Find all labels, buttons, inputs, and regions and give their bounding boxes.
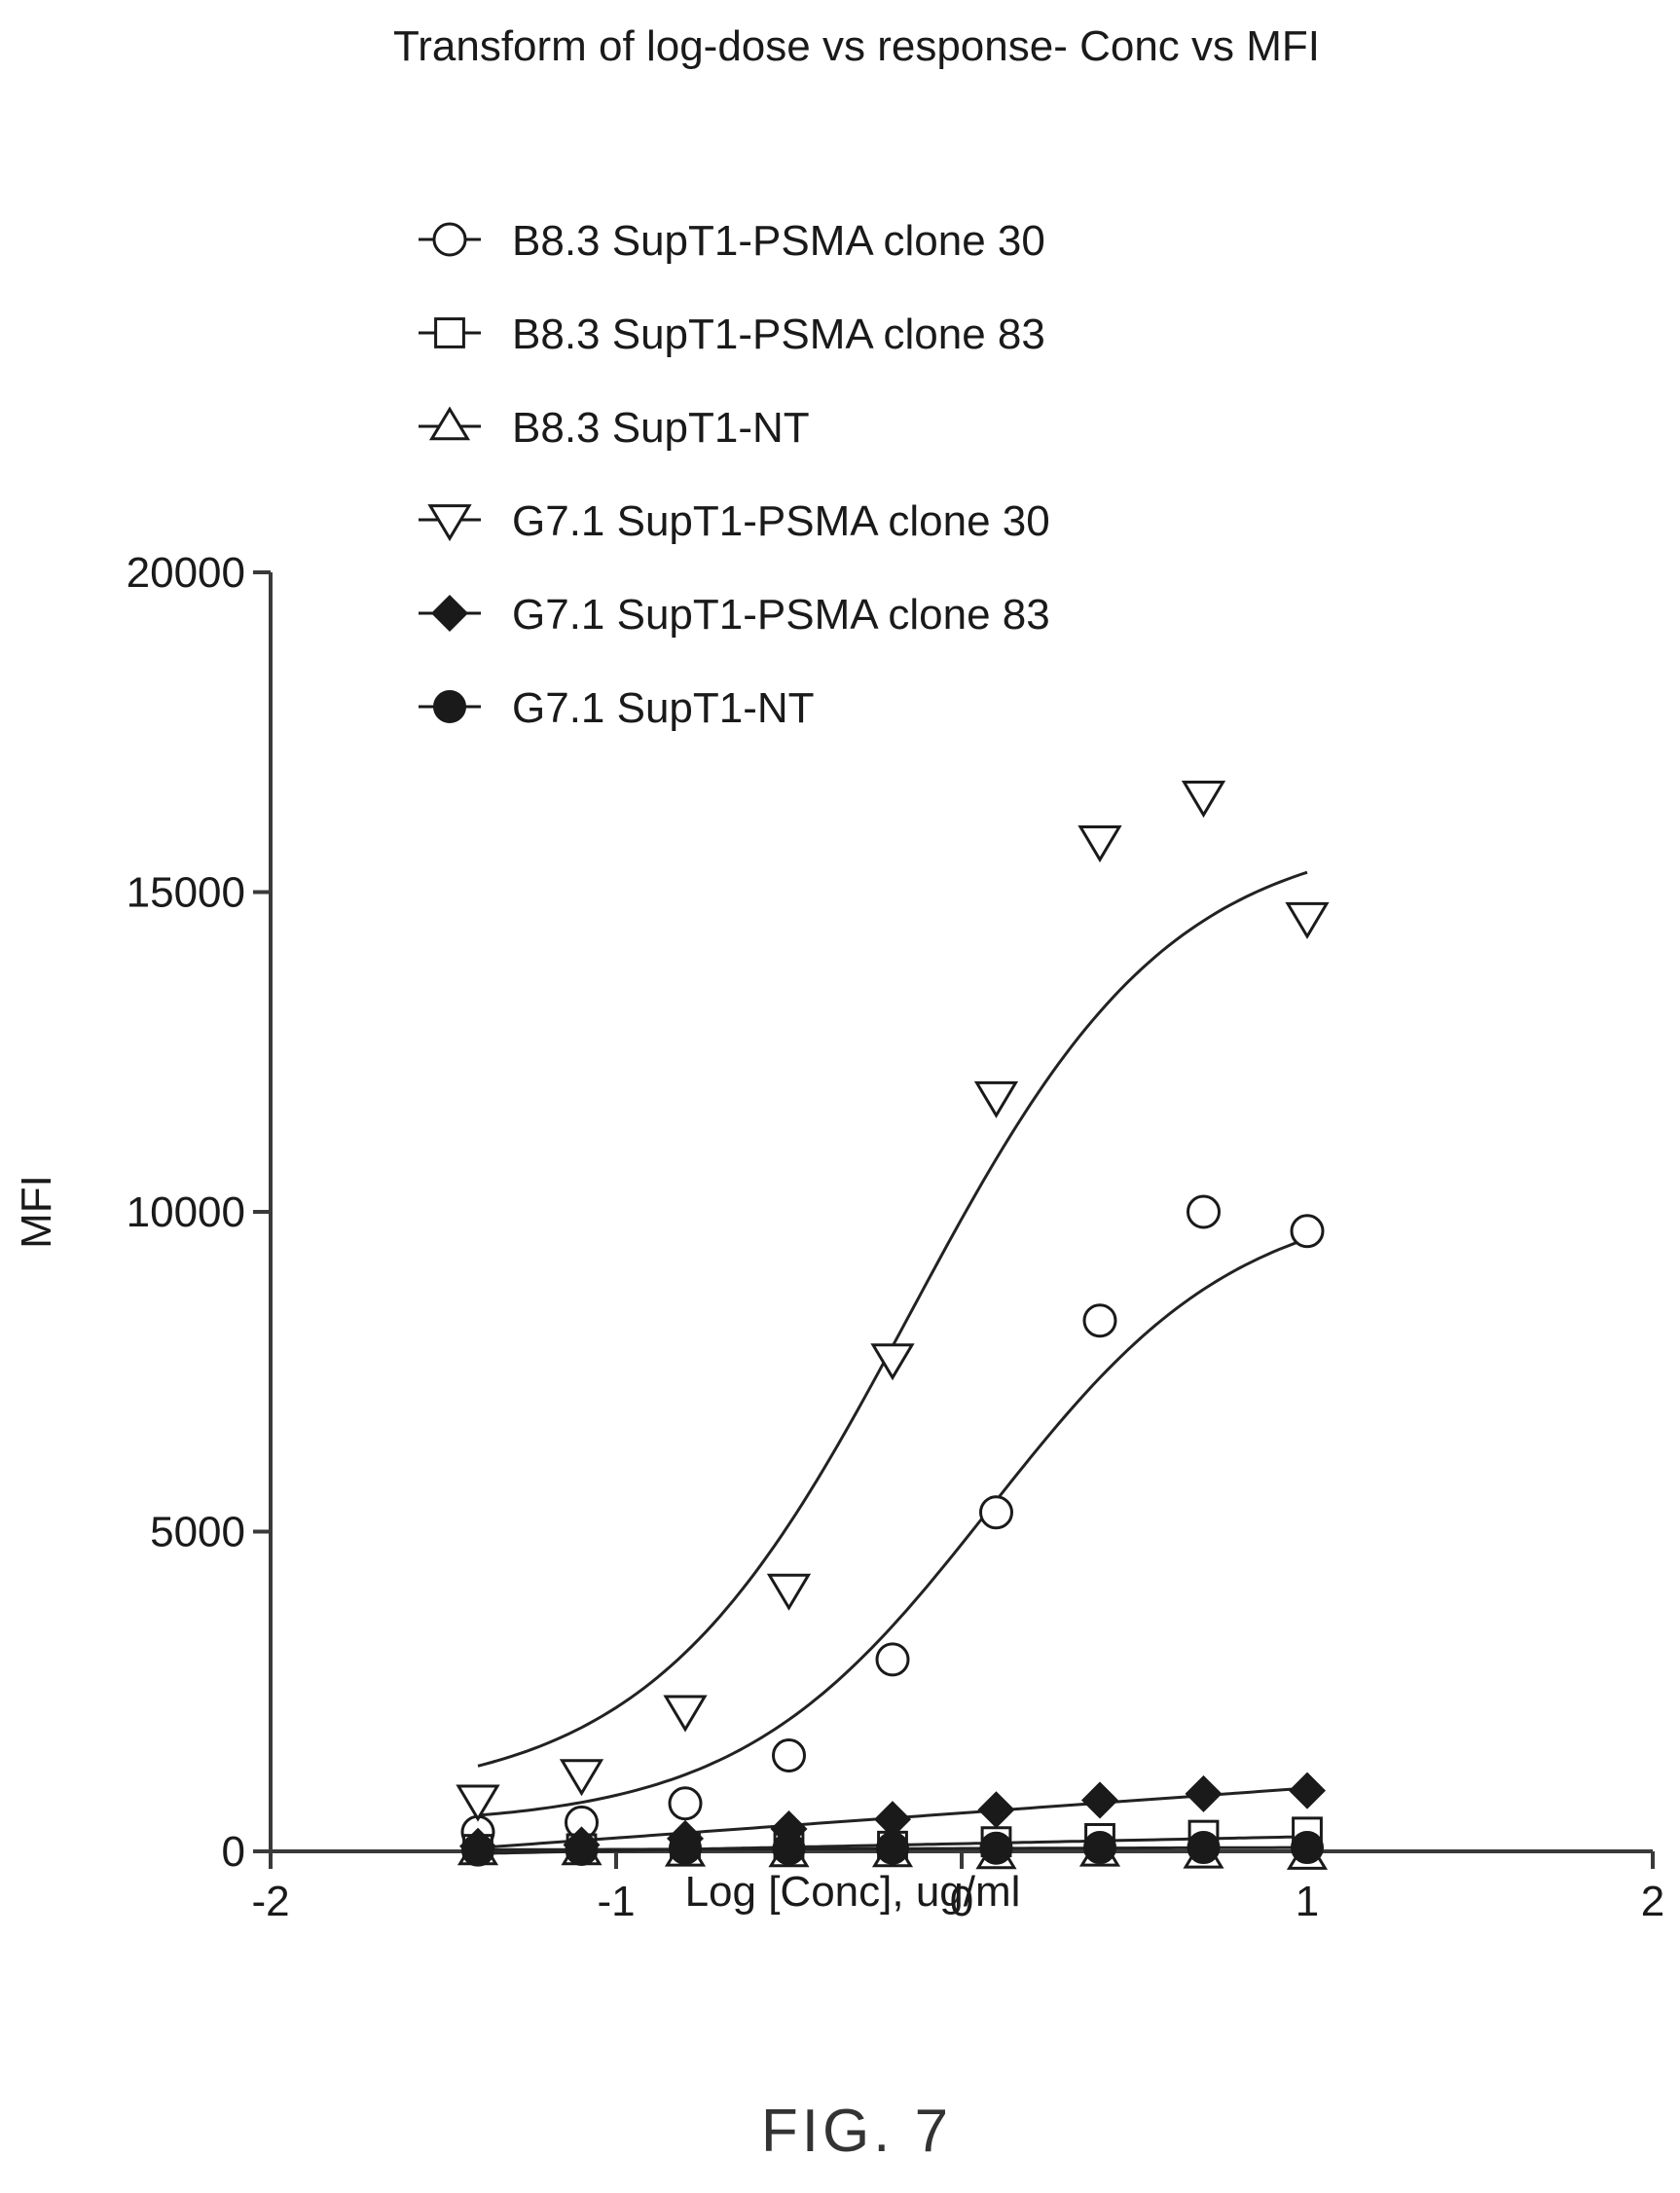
data-point-series-5	[1288, 1772, 1327, 1809]
legend-marker	[432, 222, 467, 257]
data-point-series-5	[977, 1791, 1015, 1829]
data-point-series-4	[1077, 825, 1122, 863]
axes: 0 5000 10000 15000 20000 -2 -1 0 1 2	[127, 549, 1665, 1925]
data-point-series-1	[1082, 1303, 1117, 1338]
data-point-series-1	[875, 1642, 910, 1677]
data-point-series-6	[1083, 1831, 1116, 1865]
data-point-series-4	[663, 1695, 708, 1733]
data-point-series-1	[668, 1786, 703, 1821]
legend-label: G7.1 SupT1-NT	[512, 684, 815, 732]
legend-item: B8.3 SupT1-NT	[419, 404, 810, 452]
data-point-series-4	[1285, 901, 1330, 939]
y-axis-label: MFI	[13, 1175, 60, 1249]
data-point-series-4	[1181, 781, 1226, 819]
legend-item: G7.1 SupT1-NT	[419, 684, 815, 732]
y-tick-label: 5000	[150, 1509, 245, 1556]
data-point-series-4	[559, 1759, 604, 1797]
data-point-series-4	[870, 1343, 915, 1381]
legend-item: G7.1 SupT1-PSMA clone 30	[419, 497, 1050, 545]
data-point-series-6	[772, 1832, 806, 1866]
x-tick-label: 0	[950, 1878, 973, 1925]
chart-title: Transform of log-dose vs response- Conc …	[393, 22, 1320, 70]
x-tick-label: -2	[251, 1878, 289, 1925]
data-point-series-6	[876, 1831, 909, 1865]
data-point-series-6	[1291, 1831, 1324, 1865]
legend-label: B8.3 SupT1-PSMA clone 30	[512, 217, 1045, 265]
y-tick-label: 10000	[127, 1188, 245, 1236]
data-point-series-1	[772, 1737, 806, 1773]
data-point-series-5	[1080, 1781, 1119, 1819]
data-point-series-1	[1290, 1214, 1325, 1249]
data-point-series-4	[456, 1784, 500, 1822]
data-point-series-6	[1187, 1831, 1221, 1865]
data-point-series-6	[461, 1833, 494, 1867]
legend-item: B8.3 SupT1-PSMA clone 30	[419, 217, 1045, 265]
y-tick-label: 20000	[127, 549, 245, 597]
data-point-series-1	[979, 1495, 1013, 1530]
legend-marker	[427, 504, 472, 542]
fit-curve-4	[477, 870, 1308, 1768]
fit-curve-1	[477, 1237, 1308, 1817]
figure-label: FIG. 7	[761, 2098, 952, 2165]
data-point-series-6	[979, 1831, 1013, 1865]
legend-marker	[433, 690, 466, 723]
data-point-series-6	[565, 1833, 599, 1867]
legend: B8.3 SupT1-PSMA clone 30 B8.3 SupT1-PSMA …	[419, 217, 1050, 732]
legend-marker	[430, 594, 469, 633]
data-point-series-4	[766, 1573, 812, 1611]
legend-label: B8.3 SupT1-NT	[512, 404, 810, 452]
legend-marker	[434, 317, 465, 348]
data-point-series-4	[973, 1080, 1019, 1118]
data-point-series-1	[1187, 1194, 1221, 1229]
legend-item: G7.1 SupT1-PSMA clone 83	[419, 591, 1050, 639]
x-tick-label: 1	[1296, 1878, 1319, 1925]
legend-label: G7.1 SupT1-PSMA clone 30	[512, 497, 1050, 545]
legend-label: G7.1 SupT1-PSMA clone 83	[512, 591, 1050, 639]
x-axis-label: Log [Conc], ug/ml	[685, 1868, 1021, 1916]
data-point-series-5	[1185, 1774, 1223, 1812]
legend-marker	[428, 406, 471, 441]
data-point-series-6	[669, 1831, 702, 1865]
legend-label: B8.3 SupT1-PSMA clone 83	[512, 311, 1045, 358]
legend-item: B8.3 SupT1-PSMA clone 83	[419, 311, 1045, 358]
y-tick-label: 15000	[127, 869, 245, 917]
x-tick-label: -1	[597, 1878, 635, 1925]
data-points	[456, 781, 1330, 1870]
x-tick-label: 2	[1641, 1878, 1664, 1925]
y-tick-label: 0	[222, 1828, 245, 1876]
